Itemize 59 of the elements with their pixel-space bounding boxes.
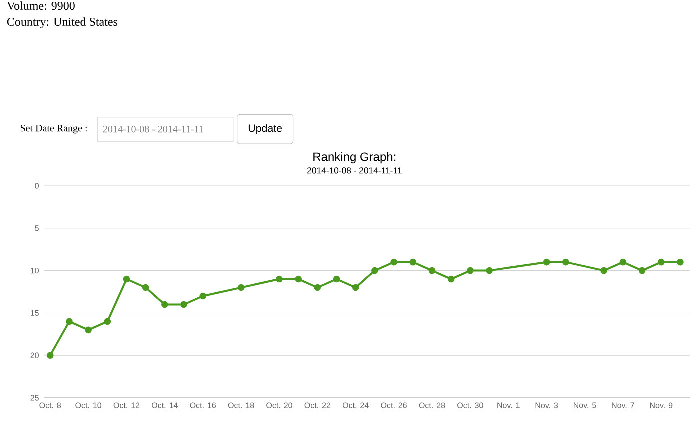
x-tick-label: Oct. 30	[458, 402, 484, 408]
point	[314, 284, 322, 292]
point	[333, 276, 340, 283]
y-tick-label: 25	[30, 395, 39, 401]
point	[66, 318, 73, 326]
x-tick-label: Nov. 1	[498, 402, 520, 408]
x-tick-label: Oct. 24	[342, 402, 369, 408]
point	[352, 284, 360, 292]
point	[123, 276, 130, 283]
x-tick-label: Oct. 26	[381, 402, 407, 408]
point	[658, 258, 665, 266]
x-tick-label: Oct. 14	[152, 402, 178, 408]
point	[543, 258, 550, 266]
point	[295, 276, 302, 283]
x-tick-label: Nov. 3	[536, 402, 558, 408]
y-tick-label: 0	[35, 183, 39, 189]
point	[638, 267, 646, 274]
point	[390, 258, 398, 266]
y-tick-label: 15	[31, 310, 39, 316]
point	[620, 258, 627, 266]
point	[428, 267, 436, 274]
x-tick-label: Oct. 28	[419, 402, 446, 408]
x-tick-label: Oct. 22	[304, 402, 331, 408]
y-tick-label: 10	[31, 268, 39, 274]
x-tick-label: Oct. 8	[40, 402, 62, 408]
x-tick-label: Nov. 9	[650, 402, 673, 408]
point	[276, 276, 283, 283]
point	[677, 258, 684, 266]
point	[104, 318, 112, 326]
text: Volume: 9900	[7, 2, 75, 10]
point	[467, 267, 474, 274]
point	[142, 284, 150, 292]
point	[200, 292, 207, 300]
point	[162, 301, 168, 308]
text: Country: United States	[7, 18, 118, 29]
point	[372, 267, 378, 274]
x-tick-label: Oct. 10	[76, 402, 102, 408]
x-tick-label: Oct. 12	[114, 402, 140, 408]
text: Update	[248, 124, 282, 134]
text: 2014-10-08 - 2014-11-11	[103, 126, 204, 133]
x-tick-label: Oct. 20	[266, 402, 292, 408]
point	[410, 258, 417, 266]
y-tick-label: 5	[35, 226, 39, 232]
point	[486, 267, 493, 274]
chart-title: Ranking Graph:	[314, 152, 396, 164]
point	[600, 267, 608, 274]
point	[562, 258, 570, 266]
point	[46, 352, 54, 360]
text: Set Date Range :	[20, 124, 87, 134]
x-tick-label: Nov. 7	[612, 402, 634, 408]
point	[448, 276, 455, 283]
point	[180, 301, 188, 308]
chart-subtitle: 2014-10-08 - 2014-11-11	[308, 168, 402, 174]
y-tick-label: 20	[30, 352, 39, 358]
x-tick-label: Oct. 16	[190, 402, 216, 408]
x-tick-label: Nov. 5	[574, 402, 596, 408]
point	[238, 284, 245, 292]
x-tick-label: Oct. 18	[228, 402, 254, 408]
point	[85, 326, 92, 334]
